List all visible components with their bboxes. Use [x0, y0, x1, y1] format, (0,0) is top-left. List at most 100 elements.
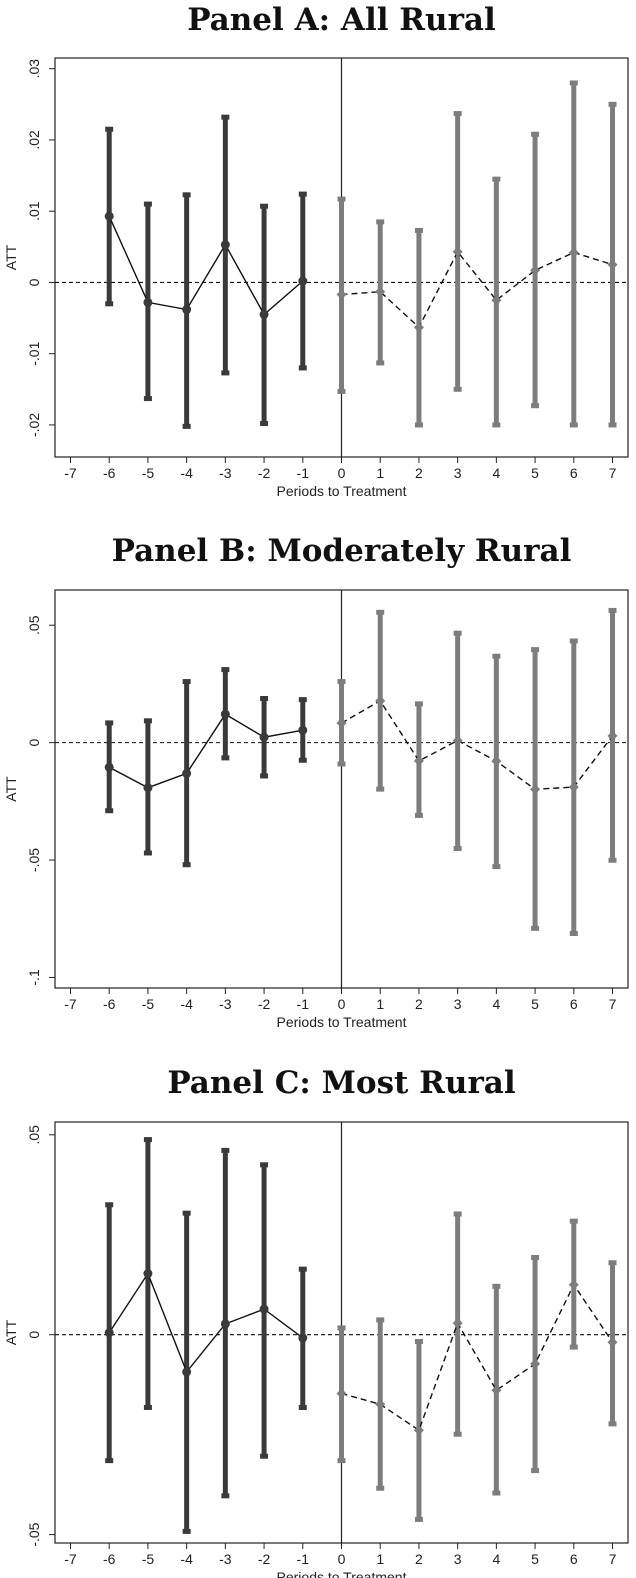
x-axis-label: Periods to Treatment: [277, 1014, 407, 1030]
point-marker: [220, 709, 230, 719]
x-tick-label: 0: [338, 996, 346, 1012]
x-tick-label: -1: [297, 1551, 310, 1567]
panel-b: Panel B: Moderately Rural -7 -6 -5 -4 -3 -2 -1 0…: [3, 533, 629, 1030]
x-tick-label: 4: [492, 1551, 500, 1567]
x-tick-label: -7: [64, 1551, 77, 1567]
point-marker: [104, 211, 114, 221]
y-tick-label: .05: [26, 615, 42, 635]
point-marker: [375, 695, 386, 706]
panel-a: Panel A: All Rural -7 -6 -5 -4 -3 -2 -1 0 1 2 3 4 5 6 7…: [3, 2, 629, 499]
x-tick-label: -6: [103, 465, 116, 481]
point-marker: [143, 1269, 153, 1279]
point-marker: [568, 782, 579, 793]
x-tick-label: 0: [338, 1551, 346, 1567]
panel-c: Panel C: Most Rural -7 -6 -5 -4 -3 -2 -1 0 1 2 3 4 5 6…: [3, 1065, 629, 1578]
x-tick-label: -5: [142, 1551, 155, 1567]
point-marker: [530, 784, 541, 795]
x-tick-label: 3: [454, 996, 462, 1012]
series-line: [108, 1272, 304, 1374]
point-marker: [336, 289, 347, 300]
x-tick-label: -4: [180, 1551, 193, 1567]
x-tick-label: -2: [258, 1551, 271, 1567]
series-line: [341, 250, 613, 329]
point-marker: [375, 1399, 386, 1410]
x-tick-label: 7: [609, 465, 617, 481]
panel-title: Panel A: All Rural: [187, 2, 496, 38]
x-tick-label: 6: [570, 465, 578, 481]
x-tick-label: 2: [415, 465, 423, 481]
y-tick-label: -.01: [26, 341, 42, 365]
x-tick-label: 4: [492, 996, 500, 1012]
y-tick-label: 0: [26, 278, 42, 286]
x-tick-label: 1: [376, 996, 384, 1012]
post-treatment-series: [336, 607, 618, 937]
x-tick-label: -6: [103, 1551, 116, 1567]
pre-treatment-series: [104, 667, 308, 868]
point-marker: [298, 725, 308, 735]
point-marker: [259, 1304, 269, 1314]
point-marker: [607, 1337, 618, 1348]
point-marker: [607, 259, 618, 270]
point-marker: [104, 1328, 114, 1338]
y-axis-label: ATT: [3, 244, 19, 270]
y-tick-label: -.02: [26, 413, 42, 437]
y-tick-label: .02: [26, 130, 42, 150]
point-marker: [530, 265, 541, 276]
point-marker: [143, 297, 153, 307]
point-marker: [143, 783, 153, 793]
x-tick-label: 5: [531, 1551, 539, 1567]
y-tick-label: -.05: [26, 848, 42, 872]
series-line: [108, 215, 304, 316]
point-marker: [452, 735, 463, 746]
point-marker: [182, 768, 192, 778]
y-tick-label: .03: [26, 59, 42, 79]
y-tick-label: -.1: [26, 969, 42, 986]
point-marker: [530, 1358, 541, 1369]
post-treatment-series: [336, 1211, 618, 1522]
point-marker: [259, 732, 269, 742]
point-marker: [375, 286, 386, 297]
x-tick-label: 0: [338, 465, 346, 481]
x-tick-label: -3: [219, 1551, 232, 1567]
point-marker: [298, 1333, 308, 1343]
x-axis-label: Periods to Treatment: [277, 1569, 407, 1578]
x-tick-label: -3: [219, 996, 232, 1012]
x-tick-label: -5: [142, 996, 155, 1012]
y-tick-label: 0: [26, 1331, 42, 1339]
y-tick-label: -.05: [26, 1522, 42, 1546]
x-tick-label: 5: [531, 465, 539, 481]
point-marker: [568, 247, 579, 258]
point-marker: [452, 246, 463, 257]
x-tick-label: -1: [297, 996, 310, 1012]
x-tick-label: 1: [376, 1551, 384, 1567]
point-marker: [336, 718, 347, 729]
point-marker: [336, 1388, 347, 1399]
panel-title: Panel C: Most Rural: [167, 1065, 515, 1101]
x-tick-label: -2: [258, 465, 271, 481]
x-tick-label: 2: [415, 996, 423, 1012]
series-line: [108, 713, 303, 789]
x-tick-label: 3: [454, 465, 462, 481]
x-axis-label: Periods to Treatment: [277, 483, 407, 499]
x-tick-label: 7: [609, 996, 617, 1012]
x-tick-label: -1: [297, 465, 310, 481]
y-axis-label: ATT: [3, 1319, 19, 1345]
point-marker: [413, 322, 424, 333]
x-tick-label: 6: [570, 1551, 578, 1567]
point-marker: [182, 1367, 192, 1377]
point-marker: [413, 755, 424, 766]
y-tick-label: .01: [26, 201, 42, 221]
x-tick-label: -2: [258, 996, 271, 1012]
x-tick-label: 6: [570, 996, 578, 1012]
x-tick-label: 2: [415, 1551, 423, 1567]
point-marker: [607, 730, 618, 741]
x-tick-label: -7: [64, 996, 77, 1012]
x-tick-label: 5: [531, 996, 539, 1012]
series-line: [341, 699, 614, 791]
x-tick-label: -4: [180, 465, 193, 481]
x-tick-label: 4: [492, 465, 500, 481]
point-marker: [491, 295, 502, 306]
point-marker: [413, 1425, 424, 1436]
x-tick-label: -6: [103, 996, 116, 1012]
pre-treatment-series: [104, 1137, 308, 1534]
